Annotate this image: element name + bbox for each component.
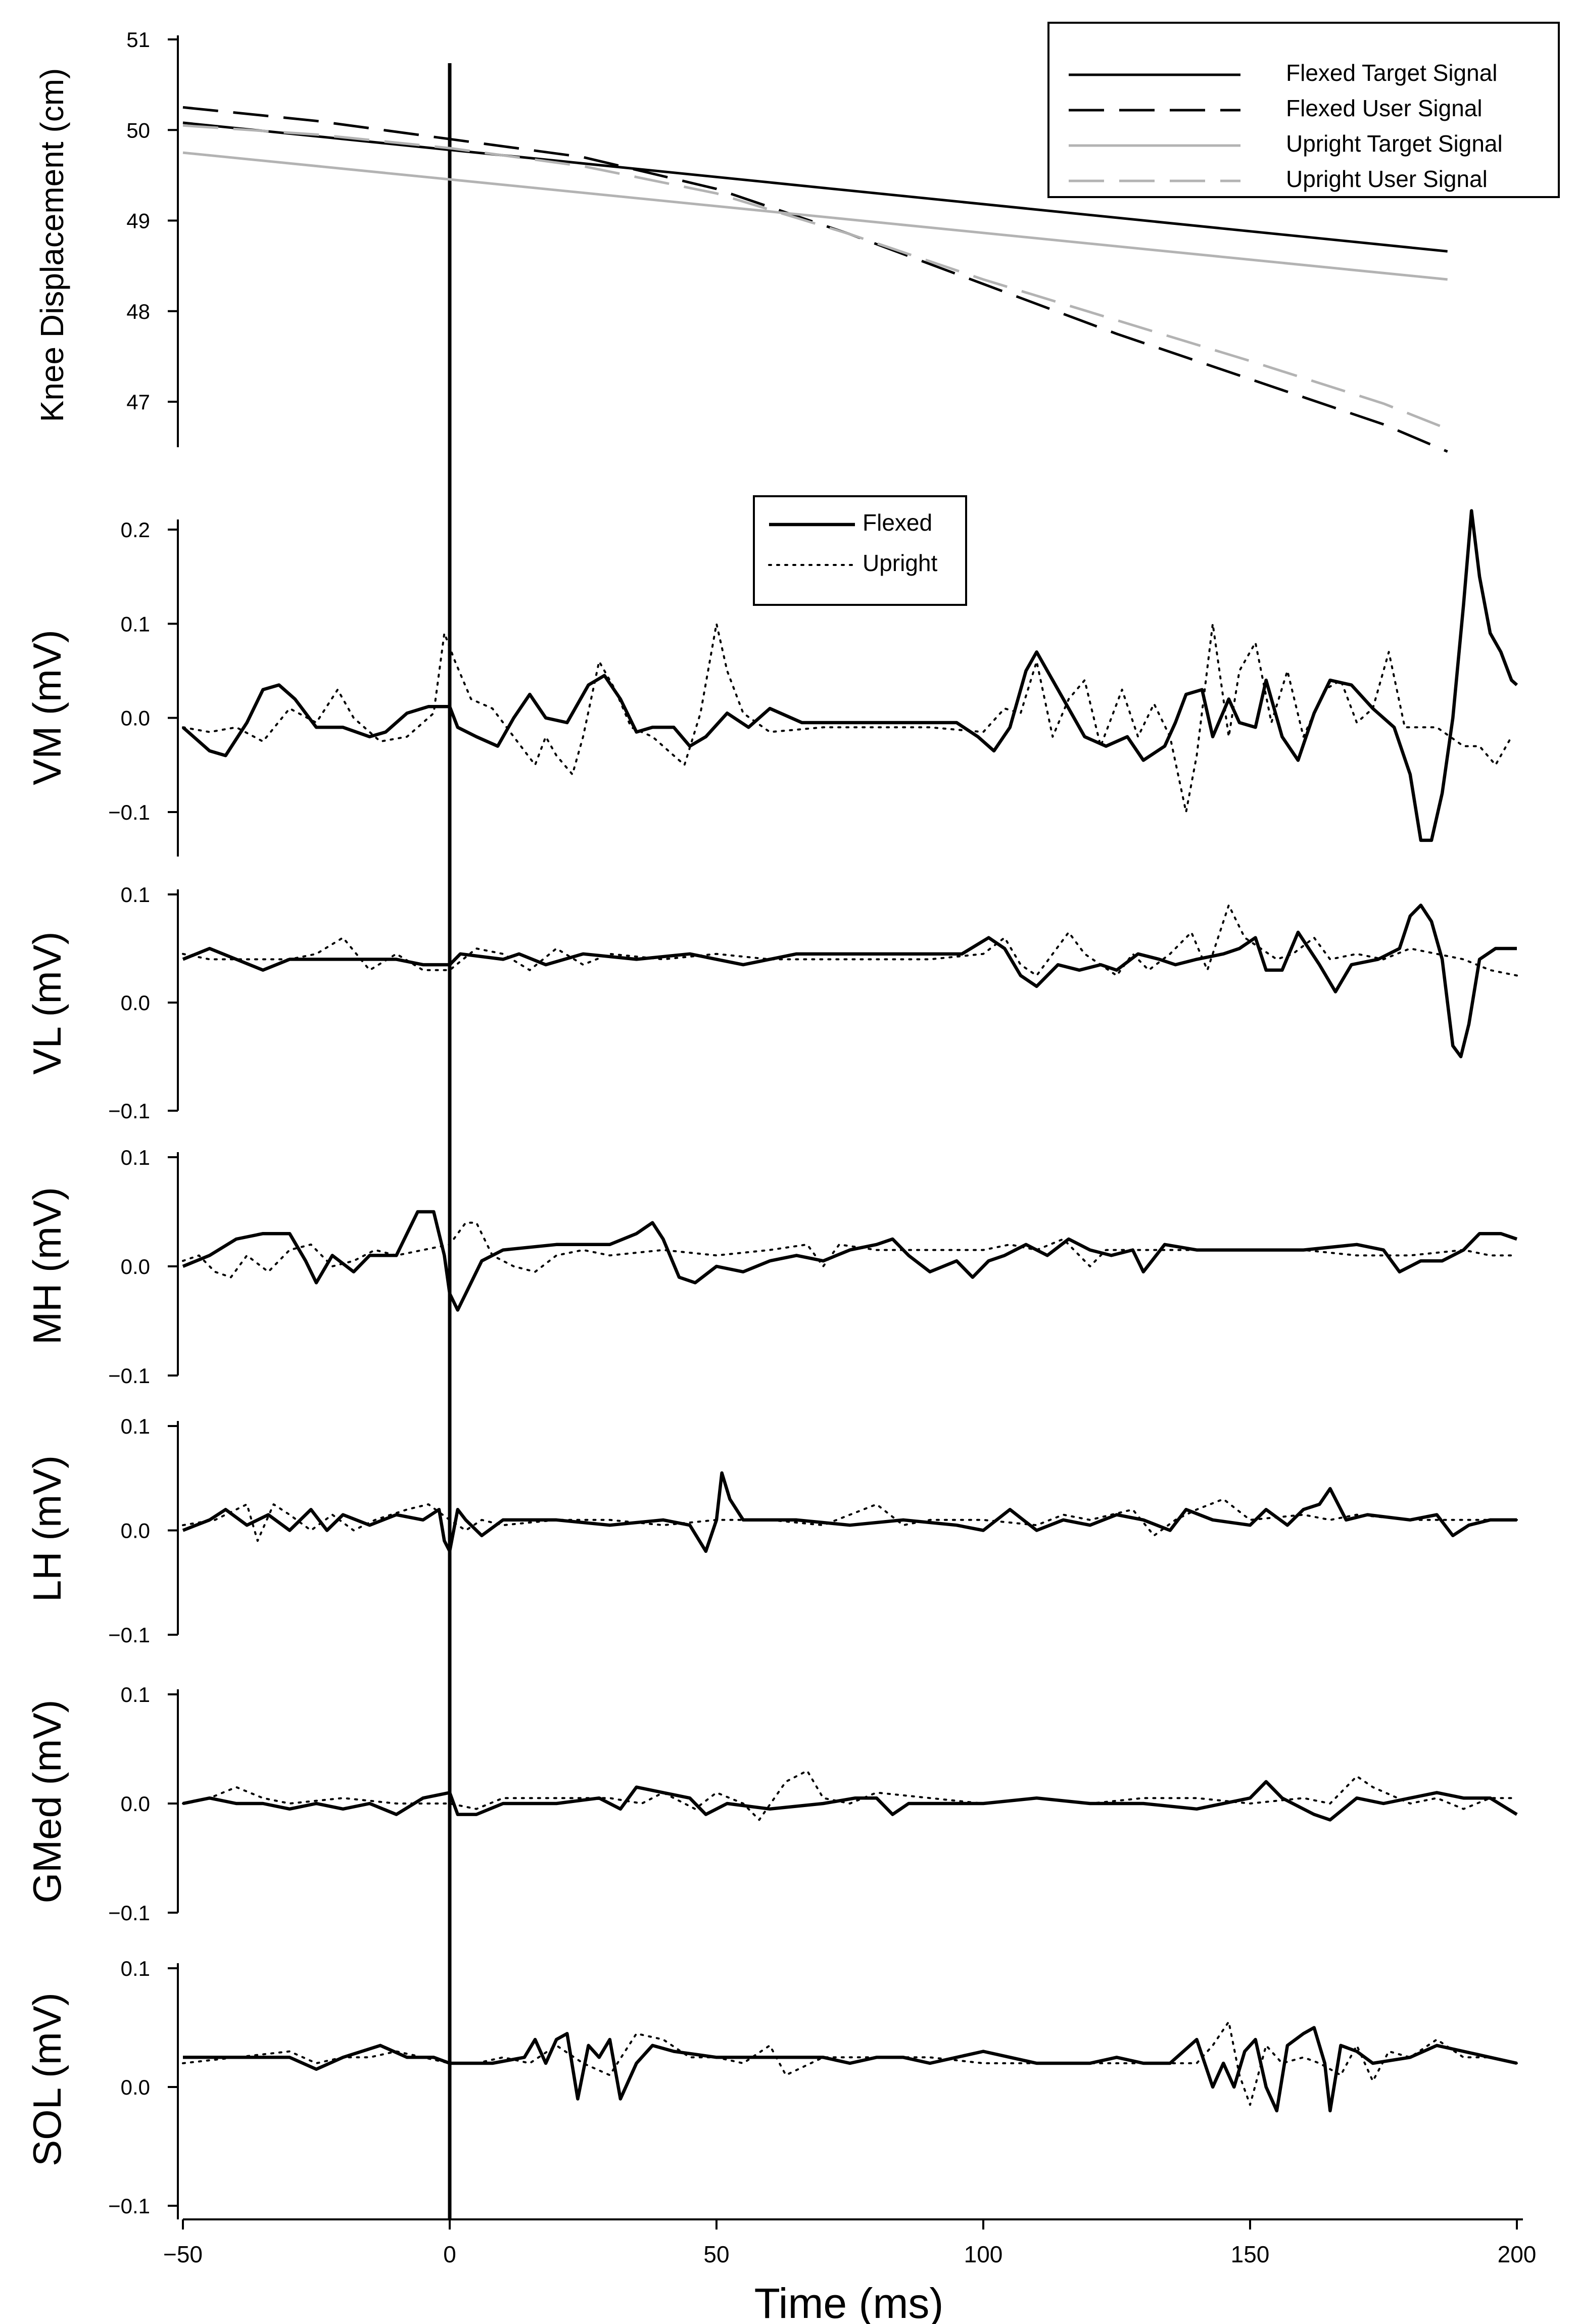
y-tick-label-vl: 0.1 bbox=[121, 883, 150, 907]
y-axis-label-mh: MH (mV) bbox=[25, 1187, 69, 1345]
y-tick-label-sol: 0.1 bbox=[121, 1957, 150, 1980]
legend-box bbox=[753, 495, 967, 606]
series-mh-upright bbox=[182, 1221, 1518, 1278]
y-tick-label-lh: −0.1 bbox=[108, 1623, 150, 1647]
y-axis-label-gmed: GMed (mV) bbox=[25, 1699, 69, 1903]
legend-label-flexed: Flexed bbox=[863, 509, 932, 536]
legend-label-flexed-user-signal: Flexed User Signal bbox=[1286, 95, 1483, 121]
series-knee-upright-user-signal bbox=[182, 124, 1448, 431]
y-tick-label-sol: 0.0 bbox=[121, 2075, 150, 2099]
series-vl-upright bbox=[182, 904, 1518, 977]
y-axis-label-lh: LH (mV) bbox=[25, 1455, 69, 1602]
x-tick-label: 0 bbox=[443, 2241, 456, 2267]
series-lh-upright bbox=[182, 1498, 1518, 1542]
panel-gmed: −0.1 0.0 0.1 GMed (mV) bbox=[25, 1683, 1518, 1925]
y-tick-label-mh: 0.1 bbox=[121, 1146, 150, 1169]
series-knee-upright-target-signal bbox=[182, 151, 1448, 281]
y-tick-label-lh: 0.0 bbox=[121, 1519, 150, 1543]
y-tick-label-sol: −0.1 bbox=[108, 2194, 150, 2218]
panel-knee: 47 48 49 50 51 Knee Displacement (cm) Flexed T… bbox=[34, 22, 1560, 453]
panel-vl: −0.1 0.0 0.1 VL (mV) bbox=[25, 883, 1518, 1123]
y-tick-label-gmed: −0.1 bbox=[108, 1901, 150, 1925]
panel-mh: −0.1 0.0 0.1 MH (mV) bbox=[25, 1146, 1518, 1388]
y-tick-label-knee: 49 bbox=[126, 209, 150, 233]
legend-label-flexed-target-signal: Flexed Target Signal bbox=[1286, 60, 1498, 86]
series-sol-upright bbox=[182, 2020, 1518, 2106]
legend-vm: Flexed Upright bbox=[753, 495, 967, 606]
y-tick-label-knee: 50 bbox=[126, 118, 150, 142]
legend-label-upright-target-signal: Upright Target Signal bbox=[1286, 130, 1503, 157]
panel-sol: −0.1 0.0 0.1 SOL (mV) bbox=[25, 1957, 1518, 2219]
series-gmed-upright bbox=[182, 1770, 1518, 1821]
y-tick-label-vm: −0.1 bbox=[108, 800, 150, 824]
y-tick-label-vm: 0.0 bbox=[121, 706, 150, 730]
panels-layer: 47 48 49 50 51 Knee Displacement (cm) Flexed T… bbox=[25, 22, 1560, 2219]
y-tick-label-mh: −0.1 bbox=[108, 1364, 150, 1388]
series-gmed-flexed bbox=[182, 1780, 1518, 1822]
series-mh-flexed bbox=[182, 1210, 1518, 1312]
y-tick-label-gmed: 0.1 bbox=[121, 1683, 150, 1706]
x-tick-label: 100 bbox=[964, 2241, 1003, 2267]
series-vm-upright bbox=[182, 623, 1513, 813]
series-vl-flexed bbox=[182, 904, 1517, 1059]
series-knee-flexed-target-signal bbox=[182, 121, 1448, 253]
series-sol-flexed bbox=[183, 2026, 1517, 2113]
y-tick-label-mh: 0.0 bbox=[121, 1255, 150, 1278]
panel-vm: −0.1 0.0 0.1 0.2 VM (mV) Flexed Upright bbox=[25, 495, 1518, 857]
y-tick-label-knee: 51 bbox=[126, 28, 150, 52]
legend-label-upright: Upright bbox=[863, 550, 938, 576]
x-tick-label: 200 bbox=[1498, 2241, 1537, 2267]
x-axis: −50 0 50 100 150 200 Time (ms) bbox=[163, 2218, 1537, 2324]
y-axis-label-vm: VM (mV) bbox=[25, 630, 69, 785]
x-axis-label: Time (ms) bbox=[754, 2280, 944, 2324]
y-tick-label-vl: 0.0 bbox=[121, 991, 150, 1015]
y-tick-label-knee: 47 bbox=[126, 390, 150, 414]
y-tick-label-knee: 48 bbox=[126, 300, 150, 323]
y-tick-label-lh: 0.1 bbox=[121, 1414, 150, 1438]
legend-knee: Flexed Target Signal Flexed User Signal Up… bbox=[1047, 22, 1560, 198]
y-tick-label-vm: 0.1 bbox=[121, 612, 150, 636]
y-tick-label-gmed: 0.0 bbox=[121, 1792, 150, 1816]
x-tick-label: 150 bbox=[1231, 2241, 1270, 2267]
x-tick-label: 50 bbox=[703, 2241, 729, 2267]
series-lh-flexed bbox=[182, 1471, 1517, 1553]
y-axis-label-sol: SOL (mV) bbox=[25, 1993, 69, 2166]
y-tick-label-vm: 0.2 bbox=[121, 518, 150, 542]
y-tick-label-vl: −0.1 bbox=[108, 1099, 150, 1123]
y-axis-label-vl: VL (mV) bbox=[25, 931, 69, 1074]
y-axis-label-knee: Knee Displacement (cm) bbox=[34, 68, 70, 422]
legend-label-upright-user-signal: Upright User Signal bbox=[1286, 166, 1488, 192]
x-tick-label: −50 bbox=[163, 2241, 203, 2267]
panel-lh: −0.1 0.0 0.1 LH (mV) bbox=[25, 1414, 1518, 1647]
